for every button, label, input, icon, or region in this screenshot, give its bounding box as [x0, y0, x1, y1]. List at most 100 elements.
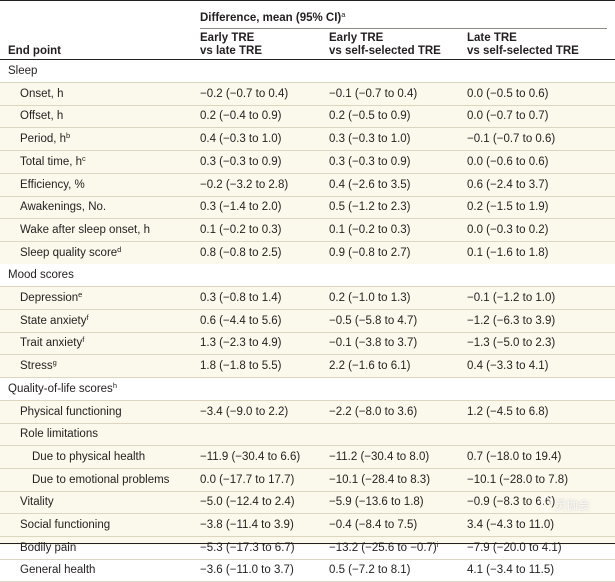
- value-cell: 0.2 (−0.5 to 0.9): [329, 110, 411, 123]
- endpoint-header: End point: [8, 45, 62, 57]
- endpoint-label: Trait anxietyf: [20, 335, 85, 350]
- value-cell: −3.4 (−9.0 to 2.2): [200, 405, 289, 418]
- endpoint-label: Due to emotional problems: [32, 473, 170, 486]
- table-row: Bodily pain −5.3 (−17.3 to 6.7) −13.2 (−25…: [0, 537, 615, 560]
- value-cell: 1.8 (−1.8 to 5.5): [200, 360, 282, 373]
- table-row: Role limitations: [0, 423, 615, 447]
- value-cell: −0.1 (−0.7 to 0.6): [467, 133, 556, 146]
- value-cell: 0.5 (−7.2 to 8.1): [329, 564, 411, 577]
- value-cell: −2.2 (−8.0 to 3.6): [329, 405, 418, 418]
- table-row: Depressione 0.3 (−0.8 to 1.4) 0.2 (−1.0 to…: [0, 287, 615, 310]
- value-cell: 0.6 (−4.4 to 5.6): [200, 314, 282, 327]
- endpoint-label: Social functioning: [20, 519, 111, 531]
- value-cell: −0.4 (−8.4 to 7.5): [329, 519, 418, 531]
- value-cell: −11.9 (−30.4 to 6.6): [200, 450, 301, 463]
- table-row: Wake after sleep onset, h 0.1 (−0.2 to 0.…: [0, 219, 615, 242]
- value-cell: 0.3 (−0.3 to 1.0): [329, 133, 411, 146]
- watermark: 灵伽会: [540, 495, 605, 513]
- value-cell: 0.5 (−1.2 to 2.3): [329, 201, 411, 214]
- value-cell: 0.4 (−3.3 to 4.1): [467, 360, 549, 373]
- value-cell: 0.0 (−17.7 to 17.7): [200, 473, 295, 486]
- value-cell: −0.1 (−0.7 to 0.4): [329, 87, 418, 100]
- section-row: Sleep: [0, 60, 615, 83]
- section-label: Mood scores: [8, 269, 74, 282]
- table-row: Total time, hc 0.3 (−0.3 to 0.9) 0.3 (−0.3…: [0, 151, 615, 174]
- section-row: Quality-of-life scoresh: [0, 377, 615, 401]
- value-cell: 1.2 (−4.5 to 6.8): [467, 405, 549, 418]
- column-header-early-vs-late: Early TRE vs late TRE: [200, 32, 262, 57]
- value-cell: 0.4 (−2.6 to 3.5): [329, 178, 411, 191]
- value-cell: 0.0 (−0.6 to 0.6): [467, 155, 549, 168]
- table-row: Due to emotional problems 0.0 (−17.7 to 1…: [0, 469, 615, 492]
- section-label: Sleep: [8, 65, 38, 77]
- value-cell: −5.3 (−17.3 to 6.7): [200, 541, 295, 554]
- value-cell: 0.0 (−0.3 to 0.2): [467, 223, 549, 236]
- value-cell: 0.1 (−1.6 to 1.8): [467, 246, 549, 259]
- endpoint-label: Depressione: [20, 290, 83, 304]
- value-cell: 2.2 (−1.6 to 6.1): [329, 360, 411, 373]
- value-cell: 0.7 (−18.0 to 19.4): [467, 450, 562, 463]
- table-header: Difference, mean (95% CI)a Early TRE vs l…: [0, 0, 615, 60]
- endpoint-label: General health: [20, 564, 96, 577]
- value-cell: −1.3 (−5.0 to 2.3): [467, 337, 556, 350]
- table-row: Vitality −5.0 (−12.4 to 2.4) −5.9 (−13.6 t…: [0, 491, 615, 515]
- value-cell: 0.2 (−1.5 to 1.9): [467, 201, 549, 214]
- endpoint-label: Awakenings, No.: [20, 201, 107, 214]
- value-cell: −5.0 (−12.4 to 2.4): [200, 496, 295, 509]
- endpoint-label: Offset, h: [20, 110, 64, 123]
- endpoint-label: Onset, h: [20, 87, 64, 100]
- value-cell: −7.9 (−20.0 to 4.1): [467, 541, 562, 554]
- value-cell: −0.2 (−0.7 to 0.4): [200, 87, 289, 100]
- value-cell: 0.8 (−0.8 to 2.5): [200, 246, 282, 259]
- value-cell: −3.6 (−11.0 to 3.7): [200, 564, 294, 577]
- value-cell: −0.1 (−3.8 to 3.7): [329, 337, 418, 350]
- value-cell: −10.1 (−28.4 to 8.3): [329, 473, 431, 486]
- table-row: Onset, h −0.2 (−0.7 to 0.4) −0.1 (−0.7 to …: [0, 83, 615, 106]
- section-label: Quality-of-life scoresh: [8, 380, 117, 395]
- endpoint-label: Total time, hc: [20, 153, 86, 168]
- value-cell: 0.1 (−0.2 to 0.3): [329, 223, 411, 236]
- value-cell: 0.2 (−1.0 to 1.3): [329, 292, 411, 304]
- header-rule: [200, 28, 607, 29]
- value-cell: −0.1 (−1.2 to 1.0): [467, 292, 556, 304]
- value-cell: 0.9 (−0.8 to 2.7): [329, 246, 411, 259]
- endpoint-label: Wake after sleep onset, h: [20, 223, 150, 236]
- table-row: Trait anxietyf 1.3 (−2.3 to 4.9) −0.1 (−3.…: [0, 332, 615, 356]
- section-row: Mood scores: [0, 264, 615, 288]
- table-row: Social functioning −3.8 (−11.4 to 3.9) −0.…: [0, 514, 615, 537]
- table-row: General health −3.6 (−11.0 to 3.7) 0.5 (−7…: [0, 559, 615, 582]
- value-cell: −0.5 (−5.8 to 4.7): [329, 314, 418, 327]
- endpoint-label: Role limitations: [20, 428, 98, 441]
- endpoint-label: Bodily pain: [20, 541, 77, 554]
- value-cell: −10.1 (−28.0 to 7.8): [467, 473, 569, 486]
- endpoint-label: Vitality: [20, 496, 54, 509]
- column-header-early-vs-self: Early TRE vs self-selected TRE: [329, 32, 441, 57]
- table-row: Physical functioning −3.4 (−9.0 to 2.2) −2…: [0, 401, 615, 424]
- value-cell: 0.0 (−0.5 to 0.6): [467, 87, 549, 100]
- table-row: Offset, h 0.2 (−0.4 to 0.9) 0.2 (−0.5 to 0…: [0, 105, 615, 129]
- endpoint-label: State anxietyf: [20, 312, 89, 327]
- value-cell: −1.2 (−6.3 to 3.9): [467, 314, 556, 327]
- value-cell: 0.4 (−0.3 to 1.0): [200, 133, 282, 146]
- endpoint-label: Physical functioning: [20, 405, 122, 418]
- value-cell: 0.3 (−0.3 to 0.9): [200, 155, 282, 168]
- column-header-late-vs-self: Late TRE vs self-selected TRE: [467, 32, 579, 57]
- value-cell: 0.0 (−0.7 to 0.7): [467, 110, 549, 123]
- value-cell: 0.3 (−1.4 to 2.0): [200, 201, 282, 214]
- table-row: Awakenings, No. 0.3 (−1.4 to 2.0) 0.5 (−1.…: [0, 196, 615, 220]
- value-cell: −11.2 (−30.4 to 8.0): [329, 450, 430, 463]
- endpoint-label: Due to physical health: [32, 450, 146, 463]
- table-row: Stressg 1.8 (−1.8 to 5.5) 2.2 (−1.6 to 6.1…: [0, 355, 615, 379]
- table-row: State anxietyf 0.6 (−4.4 to 5.6) −0.5 (−5.…: [0, 310, 615, 333]
- table-row: Period, hb 0.4 (−0.3 to 1.0) 0.3 (−0.3 to …: [0, 128, 615, 152]
- value-cell: −5.9 (−13.6 to 1.8): [329, 496, 424, 509]
- value-cell: −13.2 (−25.6 to −0.7)i: [329, 539, 439, 554]
- value-cell: 1.3 (−2.3 to 4.9): [200, 337, 282, 350]
- value-cell: 4.1 (−3.4 to 11.5): [467, 564, 555, 577]
- table-row: Efficiency, % −0.2 (−3.2 to 2.8) 0.4 (−2.6…: [0, 174, 615, 197]
- endpoint-label: Period, hb: [20, 131, 71, 146]
- table-row: Due to physical health −11.9 (−30.4 to 6.…: [0, 446, 615, 469]
- endpoint-label: Stressg: [20, 358, 57, 373]
- value-cell: −0.2 (−3.2 to 2.8): [200, 178, 289, 191]
- endpoint-label: Sleep quality scored: [20, 244, 122, 259]
